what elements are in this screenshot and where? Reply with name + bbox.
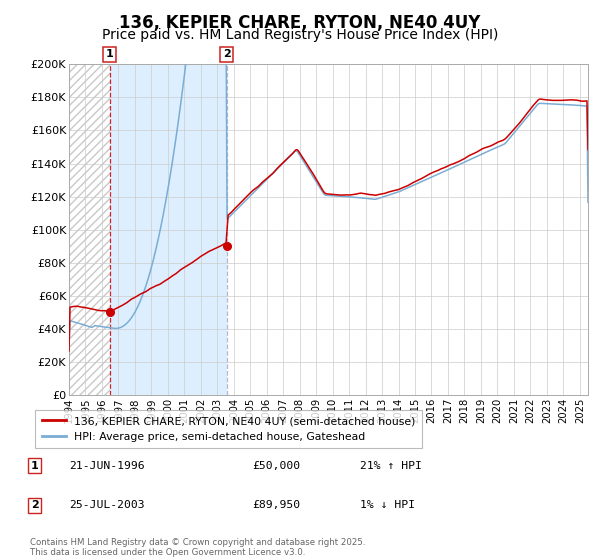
Text: £89,950: £89,950 [252,500,300,510]
Text: 136, KEPIER CHARE, RYTON, NE40 4UY: 136, KEPIER CHARE, RYTON, NE40 4UY [119,14,481,32]
Text: 1% ↓ HPI: 1% ↓ HPI [360,500,415,510]
Legend: 136, KEPIER CHARE, RYTON, NE40 4UY (semi-detached house), HPI: Average price, se: 136, KEPIER CHARE, RYTON, NE40 4UY (semi… [35,410,422,448]
Text: Price paid vs. HM Land Registry's House Price Index (HPI): Price paid vs. HM Land Registry's House … [102,28,498,42]
Text: 21-JUN-1996: 21-JUN-1996 [69,461,145,471]
Text: 21% ↑ HPI: 21% ↑ HPI [360,461,422,471]
Text: 2: 2 [223,49,230,59]
Text: 1: 1 [106,49,113,59]
Text: Contains HM Land Registry data © Crown copyright and database right 2025.
This d: Contains HM Land Registry data © Crown c… [30,538,365,557]
Text: £50,000: £50,000 [252,461,300,471]
Text: 2: 2 [31,500,38,510]
Text: 25-JUL-2003: 25-JUL-2003 [69,500,145,510]
Bar [110,64,227,395]
Text: 1: 1 [31,461,38,471]
